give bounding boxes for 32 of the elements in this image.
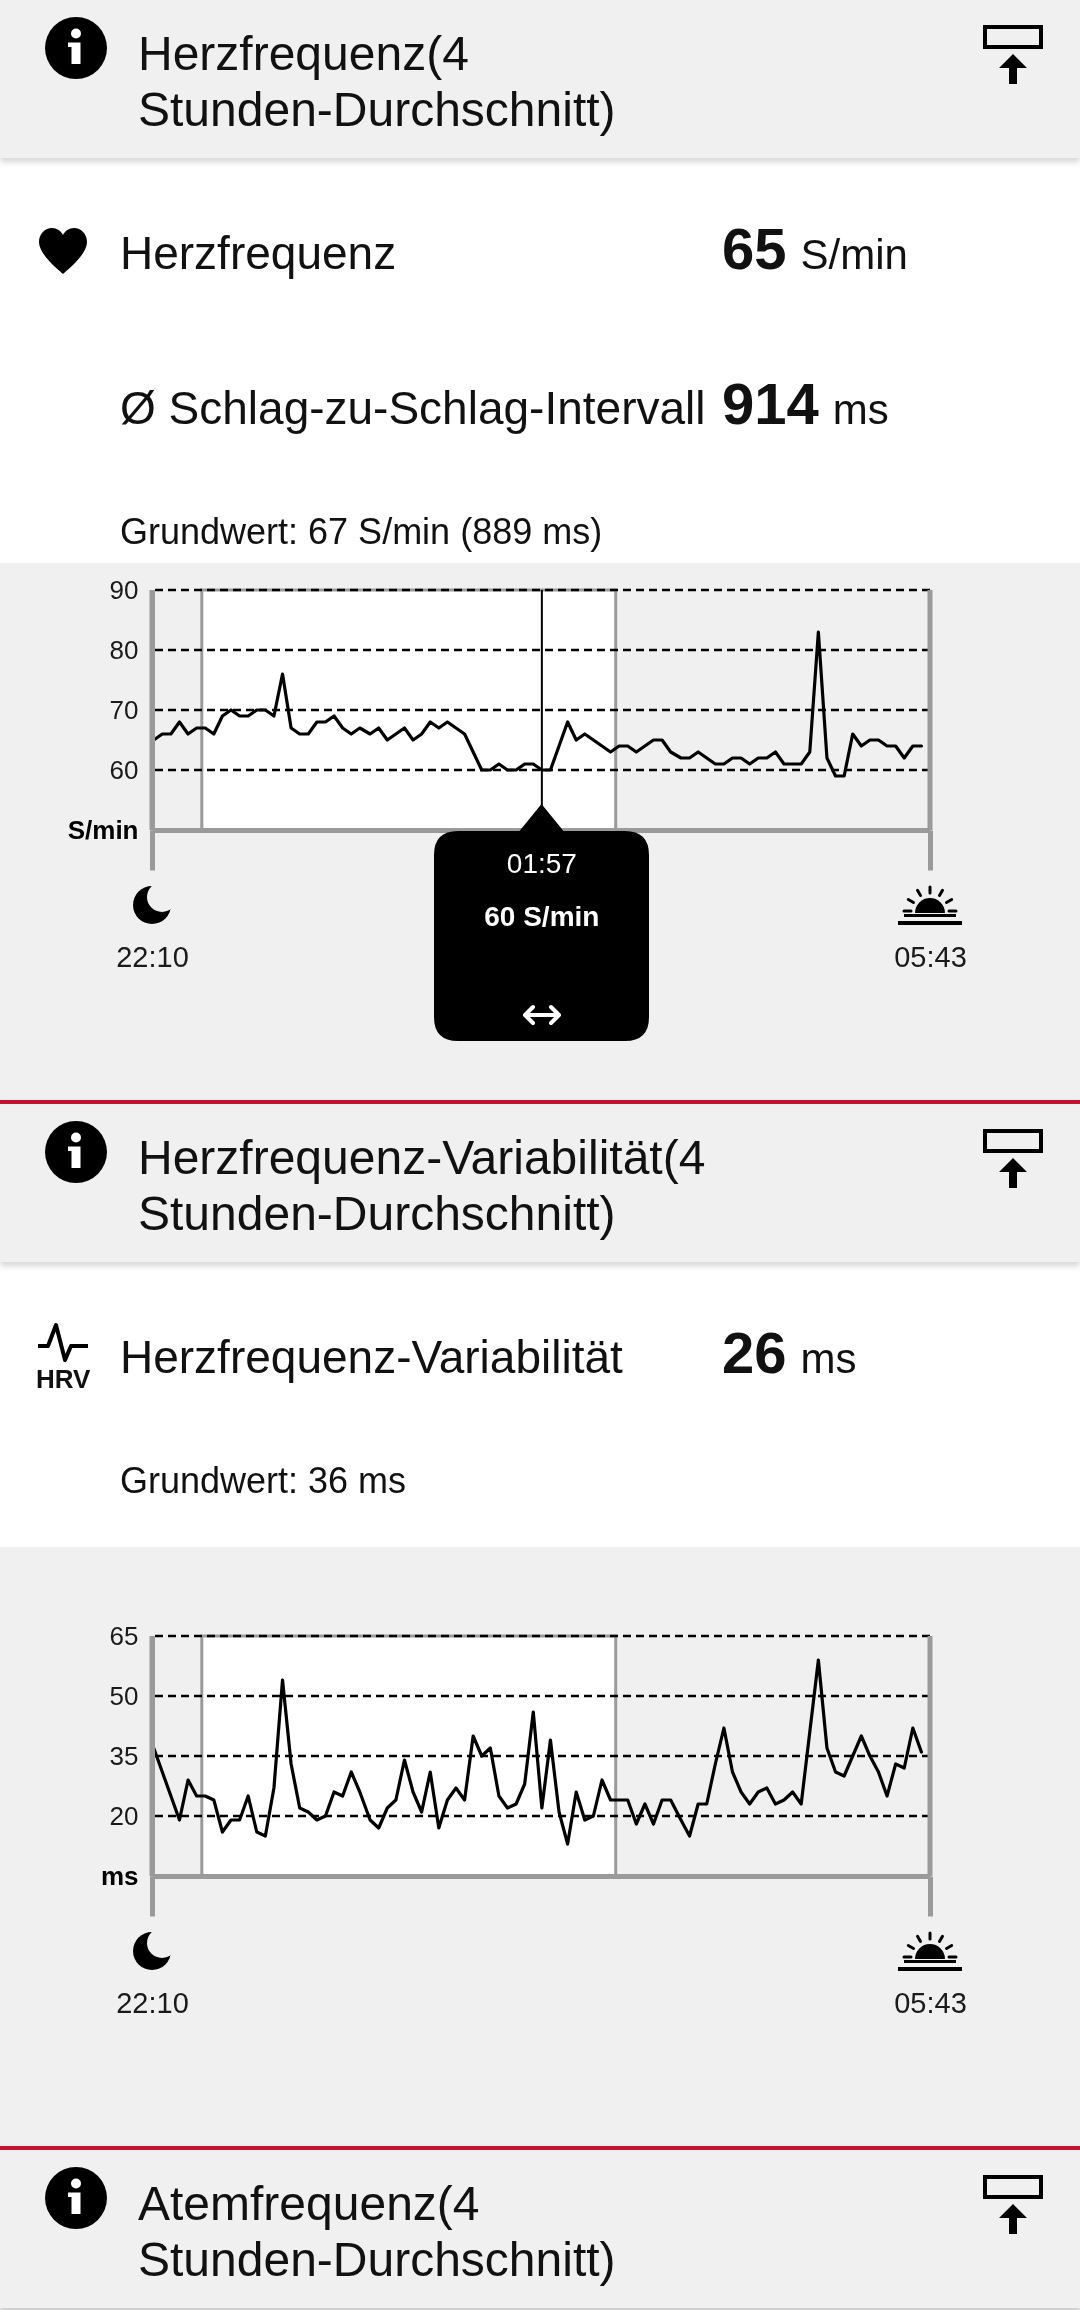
ref-line-label: 01:57	[506, 848, 577, 879]
y-tick-label: 80	[109, 634, 139, 665]
y-axis-title: ms	[100, 1860, 139, 1891]
text: 65	[722, 215, 787, 283]
x-tick-label: 22:10	[116, 940, 189, 973]
text: 914	[722, 370, 819, 438]
text: Herzfrequenz-Variabilität(4 Stunden-Durchschnitt)	[138, 1131, 706, 1240]
text: 26	[722, 1319, 787, 1387]
text: ms	[832, 385, 889, 434]
x-tick-label: 05:43	[894, 940, 967, 973]
x-tick-label: 05:43	[894, 1986, 967, 2019]
line-series	[152, 1658, 924, 1846]
y-tick-label: 60	[109, 754, 139, 785]
y-tick-label: 70	[109, 694, 139, 725]
x-tick-label: 22:10	[116, 1986, 189, 2019]
y-tick-label: 50	[109, 1680, 139, 1711]
y-tick-label: 35	[109, 1740, 139, 1771]
text: ms	[800, 1334, 857, 1383]
text: Grundwert: 67 S/min (889 ms)	[120, 510, 603, 553]
text: S/min	[800, 230, 908, 279]
y-tick-label: 65	[109, 1620, 139, 1651]
text: Herzfrequenz(4 Stunden-Durchschnitt)	[138, 27, 616, 136]
text: Ø Schlag-zu-Schlag-Intervall	[120, 381, 707, 435]
text: HRV	[36, 1364, 91, 1394]
y-tick-label: 20	[109, 1800, 139, 1831]
y-tick-label: 90	[109, 574, 139, 605]
text: Grundwert: 36 ms	[120, 1459, 407, 1502]
text: 60 S/min	[484, 901, 600, 932]
y-axis-title: S/min	[67, 814, 139, 845]
text: Herzfrequenz-Variabilität	[120, 1330, 624, 1384]
text: Herzfrequenz	[120, 226, 398, 280]
text: Atemfrequenz(4 Stunden-Durchschnitt)	[138, 2177, 616, 2286]
